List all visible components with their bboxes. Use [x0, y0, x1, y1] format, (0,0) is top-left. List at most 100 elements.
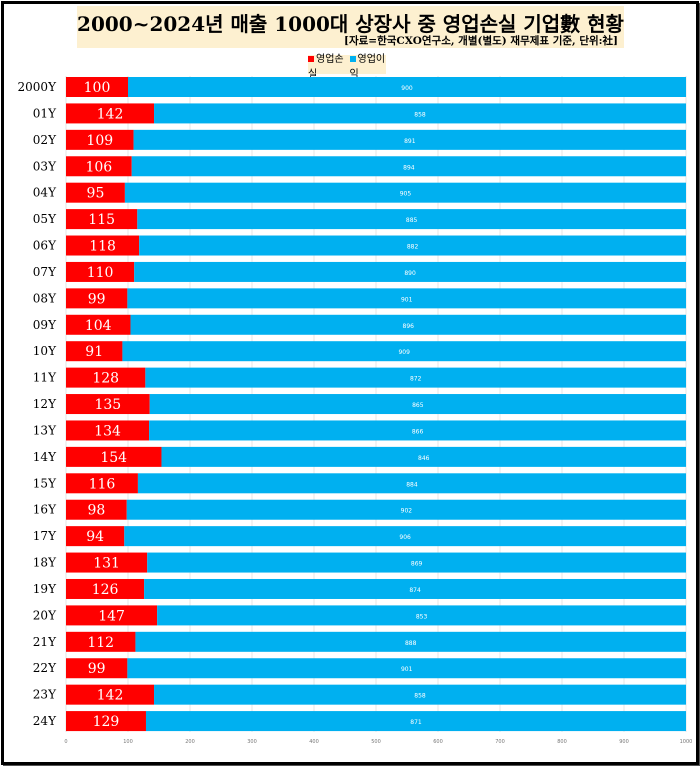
bar-profit — [131, 156, 687, 177]
data-label-profit: 896 — [403, 323, 415, 330]
bar-loss — [66, 684, 155, 705]
bar-loss — [66, 209, 138, 230]
data-label-loss: 95 — [87, 186, 105, 202]
data-label-profit: 884 — [406, 481, 418, 488]
y-category-label: 20Y — [33, 608, 57, 622]
bar-loss — [66, 631, 136, 652]
x-tick-label: 900 — [619, 739, 629, 745]
data-label-profit: 858 — [414, 693, 426, 700]
bar-profit — [137, 209, 687, 230]
data-label-profit: 888 — [405, 640, 417, 647]
y-category-label: 03Y — [33, 159, 57, 173]
bar-loss — [66, 341, 123, 362]
legend: 영업손실 영업이익 — [308, 54, 386, 80]
title-box: 2000~2024년 매출 1000대 상장사 중 영업손실 기업數 현황 [자… — [77, 6, 624, 48]
bar-profit — [122, 341, 687, 362]
x-tick-label: 400 — [309, 739, 319, 745]
y-category-label: 14Y — [33, 450, 57, 464]
bar-profit — [126, 499, 686, 520]
data-label-loss: 129 — [93, 714, 120, 730]
x-tick-label: 800 — [557, 739, 567, 745]
bar-loss — [66, 658, 128, 679]
bar-loss — [66, 288, 128, 309]
bar-profit — [127, 658, 686, 679]
bar-loss — [66, 446, 162, 467]
bar-loss — [66, 394, 150, 415]
bar-profit — [134, 261, 686, 282]
data-label-loss: 98 — [87, 503, 105, 519]
data-label-profit: 891 — [404, 138, 416, 145]
data-label-loss: 100 — [84, 80, 111, 96]
bar-profit — [139, 235, 686, 256]
y-category-label: 10Y — [33, 344, 57, 358]
data-label-loss: 112 — [87, 635, 114, 651]
data-label-loss: 104 — [85, 318, 112, 334]
x-tick-label: 500 — [371, 739, 381, 745]
data-label-profit: 890 — [404, 270, 416, 277]
bar-profit — [144, 578, 686, 599]
bar-loss — [66, 103, 155, 124]
y-category-label: 08Y — [33, 291, 57, 305]
data-label-profit: 900 — [401, 85, 413, 92]
data-label-profit: 866 — [412, 428, 424, 435]
data-label-profit: 869 — [411, 561, 423, 568]
y-category-label: 02Y — [33, 133, 57, 147]
data-label-loss: 134 — [94, 423, 121, 439]
data-label-profit: 901 — [401, 666, 413, 673]
x-tick-label: 0 — [64, 739, 67, 745]
bar-loss — [66, 420, 150, 441]
bar-profit — [145, 367, 687, 388]
bar-loss — [66, 156, 132, 177]
x-tick-label: 200 — [185, 739, 195, 745]
data-label-loss: 128 — [92, 371, 119, 387]
bar-profit — [133, 129, 686, 150]
bar-loss — [66, 473, 138, 494]
chart-title: 2000~2024년 매출 1000대 상장사 중 영업손실 기업數 현황 — [77, 12, 624, 36]
bar-loss — [66, 235, 140, 256]
data-label-profit: 871 — [410, 719, 422, 726]
data-label-loss: 142 — [97, 688, 124, 704]
y-category-label: 05Y — [33, 212, 57, 226]
chart-subtitle: [자료=한국CXO연구소, 개별(별도) 재무제표 기준, 단위:社] — [344, 35, 618, 47]
data-label-profit: 885 — [406, 217, 418, 224]
y-category-label: 12Y — [33, 397, 57, 411]
bar-profit — [154, 684, 687, 705]
y-category-label: 07Y — [33, 265, 57, 279]
data-label-loss: 126 — [92, 582, 119, 598]
y-category-label: 18Y — [33, 556, 57, 570]
y-category-label: 09Y — [33, 318, 57, 332]
y-category-label: 24Y — [33, 714, 57, 728]
y-category-label: 06Y — [33, 239, 57, 253]
y-category-label: 23Y — [33, 688, 57, 702]
bar-loss — [66, 605, 158, 626]
x-tick-label: 300 — [247, 739, 257, 745]
data-label-loss: 118 — [89, 239, 116, 255]
x-tick-label: 600 — [433, 739, 443, 745]
data-label-loss: 115 — [88, 212, 115, 228]
bar-profit — [130, 314, 687, 335]
bar-loss — [66, 182, 125, 203]
legend-swatch-profit — [349, 55, 356, 62]
data-label-loss: 91 — [85, 344, 103, 360]
data-label-profit: 902 — [401, 508, 413, 515]
data-label-profit: 894 — [403, 164, 415, 171]
y-category-label: 19Y — [33, 582, 57, 596]
bar-profit — [137, 473, 687, 494]
data-label-profit: 874 — [409, 587, 421, 594]
y-category-label: 15Y — [33, 476, 57, 490]
data-label-loss: 131 — [93, 556, 120, 572]
bar-profit — [135, 631, 686, 652]
y-category-label: 22Y — [33, 661, 57, 675]
bar-profit — [149, 394, 686, 415]
y-category-label: 11Y — [33, 371, 57, 385]
bar-loss — [66, 499, 127, 520]
data-label-loss: 106 — [85, 159, 112, 175]
data-label-profit: 872 — [410, 376, 422, 383]
bar-loss — [66, 261, 135, 282]
bar-loss — [66, 129, 134, 150]
x-tick-label: 700 — [495, 739, 505, 745]
data-label-profit: 906 — [399, 534, 411, 541]
data-label-profit: 909 — [398, 349, 410, 356]
